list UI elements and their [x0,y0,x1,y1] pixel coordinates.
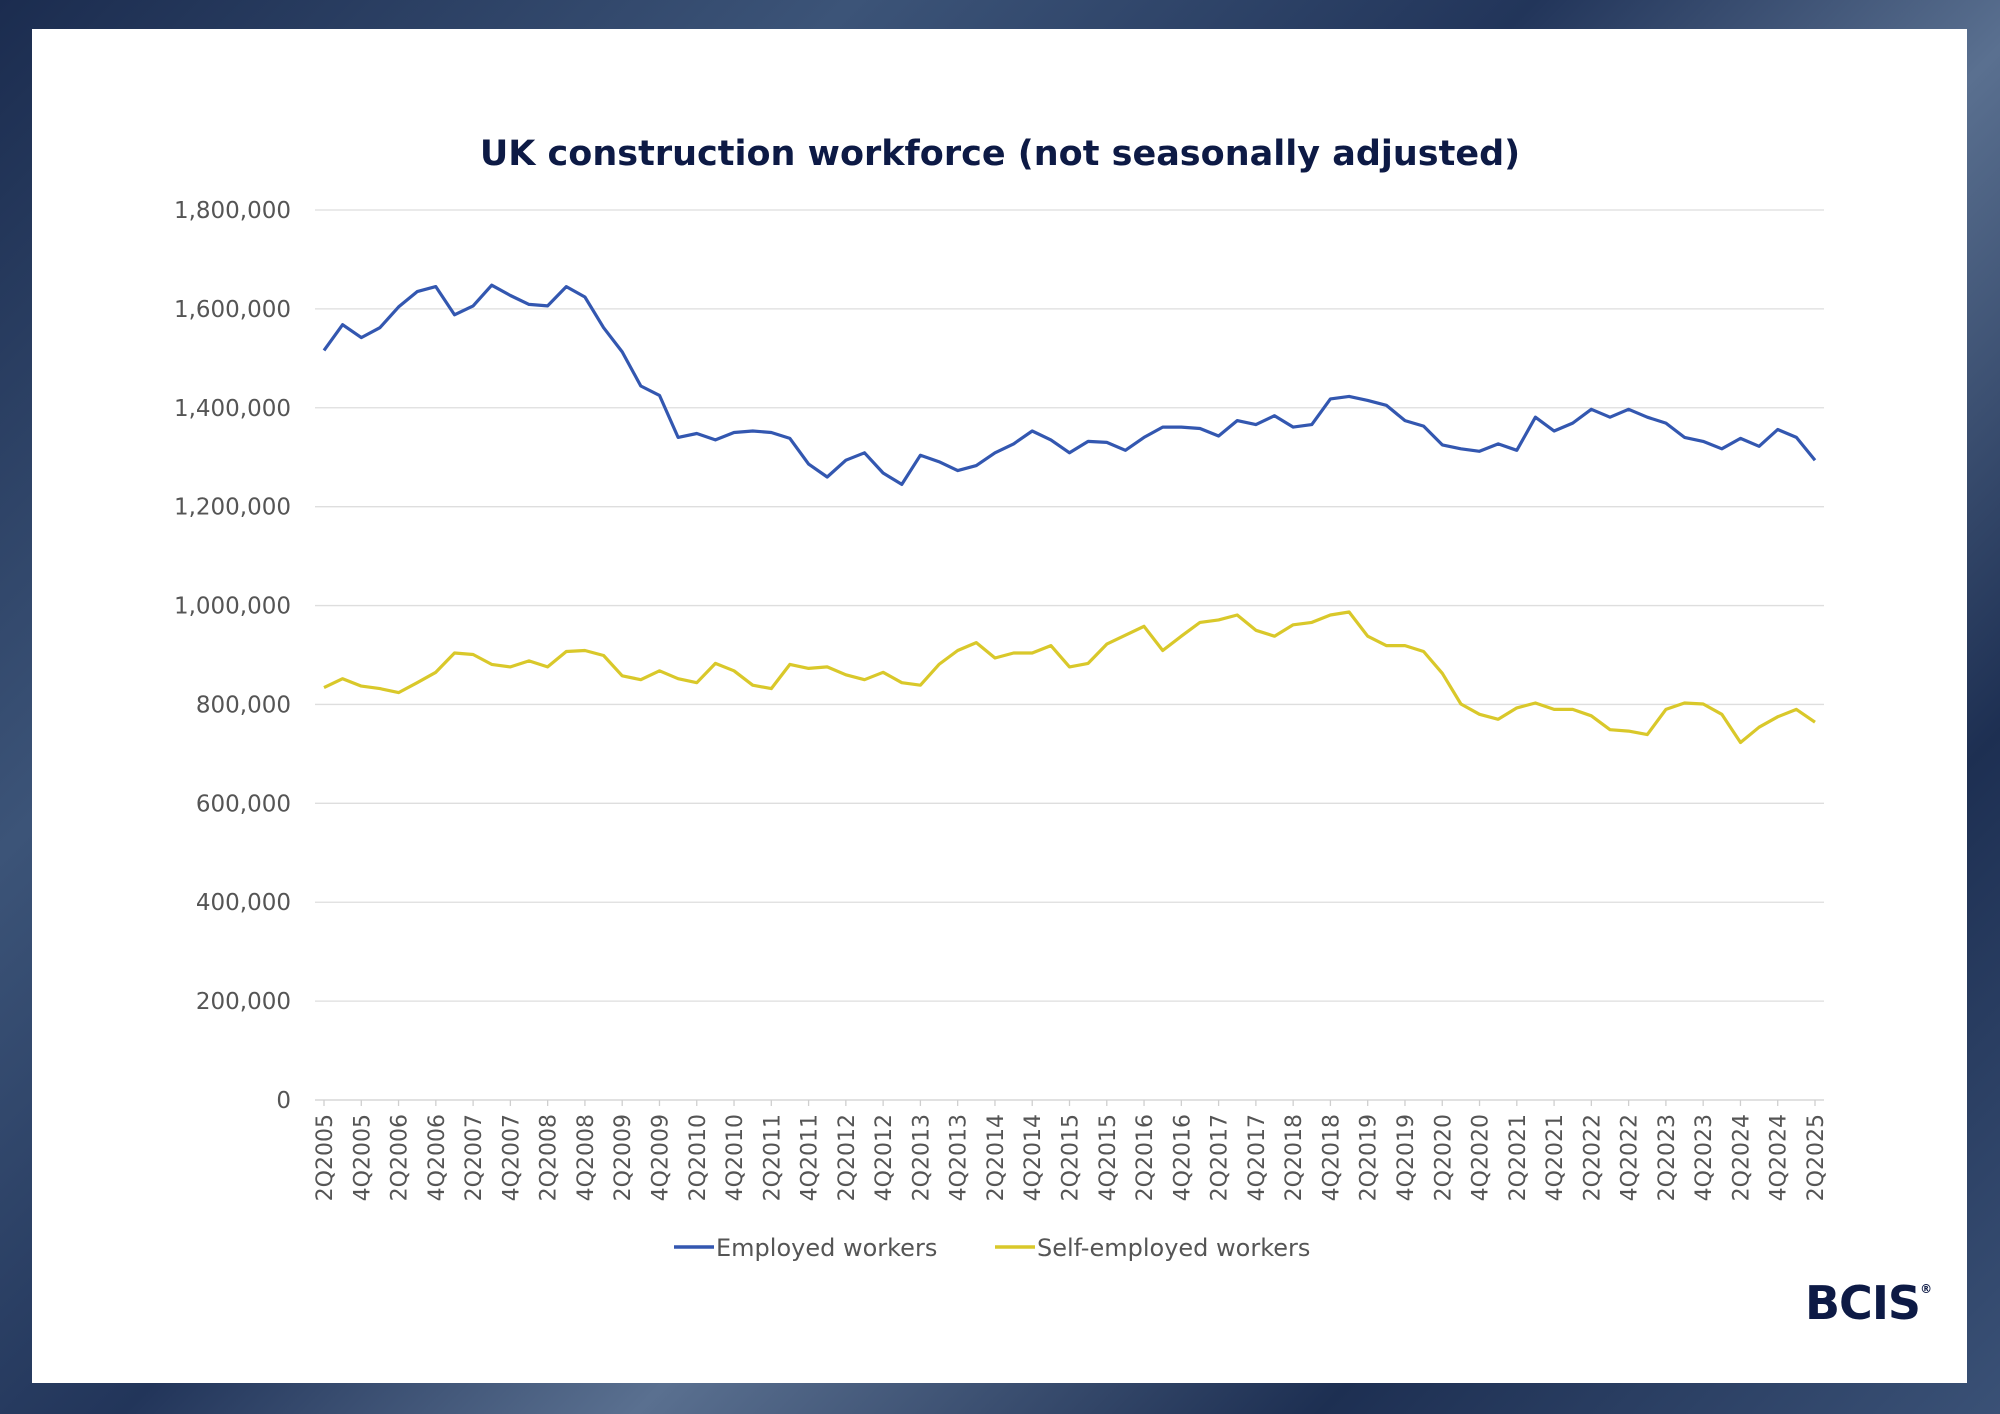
y-tick-label: 1,000,000 [174,594,291,620]
x-tick-label: 2Q2018 [1282,1114,1307,1201]
x-tick-label: 4Q2024 [1767,1114,1792,1201]
y-tick-label: 1,200,000 [174,495,291,521]
chart-card [32,29,1967,1383]
x-tick-label: 2Q2011 [760,1114,785,1201]
x-tick-label: 2Q2007 [462,1114,487,1201]
x-tick-label: 2Q2019 [1357,1114,1382,1201]
x-tick-label: 2Q2009 [611,1114,636,1201]
x-tick-label: 4Q2015 [1096,1114,1121,1201]
x-tick-label: 4Q2006 [425,1114,450,1201]
x-tick-label: 2Q2023 [1655,1114,1680,1201]
x-tick-label: 4Q2016 [1170,1114,1195,1201]
x-tick-label: 2Q2022 [1580,1114,1605,1201]
x-tick-label: 4Q2009 [648,1114,673,1201]
x-tick-label: 2Q2010 [686,1114,711,1201]
x-tick-label: 4Q2022 [1618,1114,1643,1201]
legend: Employed workers Self-employed workers [674,1234,1310,1262]
x-tick-label: 4Q2011 [798,1114,823,1201]
x-tick-label: 2Q2006 [388,1114,413,1201]
bcis-logo: BCIS® [1805,1276,1932,1330]
y-tick-label: 600,000 [196,791,291,817]
series-line-employed [322,283,1817,486]
x-tick-label: 2Q2014 [984,1114,1009,1201]
x-tick-label: 2Q2012 [835,1114,860,1201]
x-tick-label: 2Q2017 [1208,1114,1233,1201]
x-tick-label: 4Q2014 [1021,1114,1046,1201]
x-tick-label: 2Q2008 [537,1114,562,1201]
x-tick-label: 2Q2024 [1729,1114,1754,1201]
x-tick-label: 2Q2005 [313,1114,338,1201]
y-axis: 0 200,000 400,000 600,000 800,000 1,000,000 1,… [174,198,291,1114]
x-tick-label: 4Q2017 [1245,1114,1270,1201]
y-tick-label: 1,600,000 [174,297,291,323]
x-tick-label: 4Q2012 [872,1114,897,1201]
y-tick-label: 1,800,000 [174,198,291,224]
x-tick-label: 4Q2005 [350,1114,375,1201]
y-tick-label: 400,000 [196,890,291,916]
x-tick-label: 4Q2021 [1543,1114,1568,1201]
x-tick-label: 2Q2013 [909,1114,934,1201]
x-tick-label: 2Q2015 [1059,1114,1084,1201]
x-tick-label: 4Q2020 [1469,1114,1494,1201]
logo-text: BCIS [1805,1276,1921,1330]
y-tick-label: 800,000 [196,692,291,718]
series-line-self-employed [323,610,1816,745]
x-tick-label: 2Q2021 [1506,1114,1531,1201]
y-tick-label: 200,000 [196,989,291,1015]
legend-label: Self-employed workers [1037,1234,1310,1262]
series-lines [322,283,1817,745]
x-tick-label: 4Q2007 [499,1114,524,1201]
gridlines [315,209,1824,1101]
registered-mark: ® [1920,1282,1932,1296]
chart-title: UK construction workforce (not seasonall… [480,134,1520,174]
x-tick-label: 4Q2023 [1692,1114,1717,1201]
x-tick-label: 4Q2010 [723,1114,748,1201]
x-tick-label: 4Q2008 [574,1114,599,1201]
x-axis: 2Q2005 4Q2005 2Q2006 4Q2006 2Q2007 4Q2007 2Q20… [313,1100,1829,1201]
y-tick-label: 0 [276,1088,291,1114]
x-tick-label: 4Q2013 [947,1114,972,1201]
x-tick-label: 2Q2016 [1133,1114,1158,1201]
legend-label: Employed workers [716,1234,937,1262]
x-tick-label: 4Q2019 [1394,1114,1419,1201]
x-tick-label: 2Q2020 [1431,1114,1456,1201]
x-tick-label: 2Q2025 [1804,1114,1829,1201]
y-tick-label: 1,400,000 [174,396,291,422]
x-tick-label: 4Q2018 [1319,1114,1344,1201]
